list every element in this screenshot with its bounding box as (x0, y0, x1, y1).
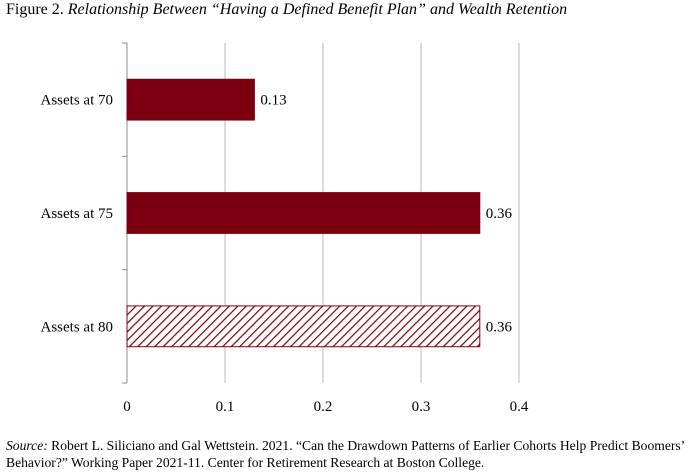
value-label-1: 0.13 (260, 93, 286, 109)
source-text: Robert L. Siliciano and Gal Wettstein. 2… (6, 438, 685, 470)
bars (126, 78, 481, 348)
source-note: Source: Robert L. Siliciano and Gal Wett… (6, 437, 696, 471)
bar-1 (126, 78, 255, 121)
axes (122, 42, 128, 384)
x-tick-label-0: 0 (123, 399, 131, 415)
value-label-2: 0.36 (486, 206, 513, 222)
x-tick-label-3: 0.3 (412, 399, 431, 415)
figure-label: Figure 2. (6, 1, 64, 18)
x-tick-label-4: 0.4 (510, 399, 529, 415)
category-label-1: Assets at 70 (41, 93, 114, 109)
figure-title-text: Relationship Between “Having a Defined B… (67, 1, 568, 18)
x-tick-label-1: 0.1 (216, 399, 235, 415)
category-label-2: Assets at 75 (41, 206, 114, 222)
category-label-3: Assets at 80 (41, 319, 114, 335)
bar-2 (126, 192, 481, 234)
bar-3 (126, 305, 481, 348)
source-label: Source: (6, 438, 48, 453)
x-tick-label-2: 0.2 (314, 399, 333, 415)
labels: 0 0.1 0.2 0.3 0.4 Assets at 70 0.13 Assets at 7… (41, 93, 529, 415)
value-label-3: 0.36 (486, 319, 513, 335)
bar-chart: 0 0.1 0.2 0.3 0.4 Assets at 70 0.13 Assets at 7… (41, 42, 529, 415)
figure-title: Figure 2. Relationship Between “Having a… (6, 1, 567, 19)
